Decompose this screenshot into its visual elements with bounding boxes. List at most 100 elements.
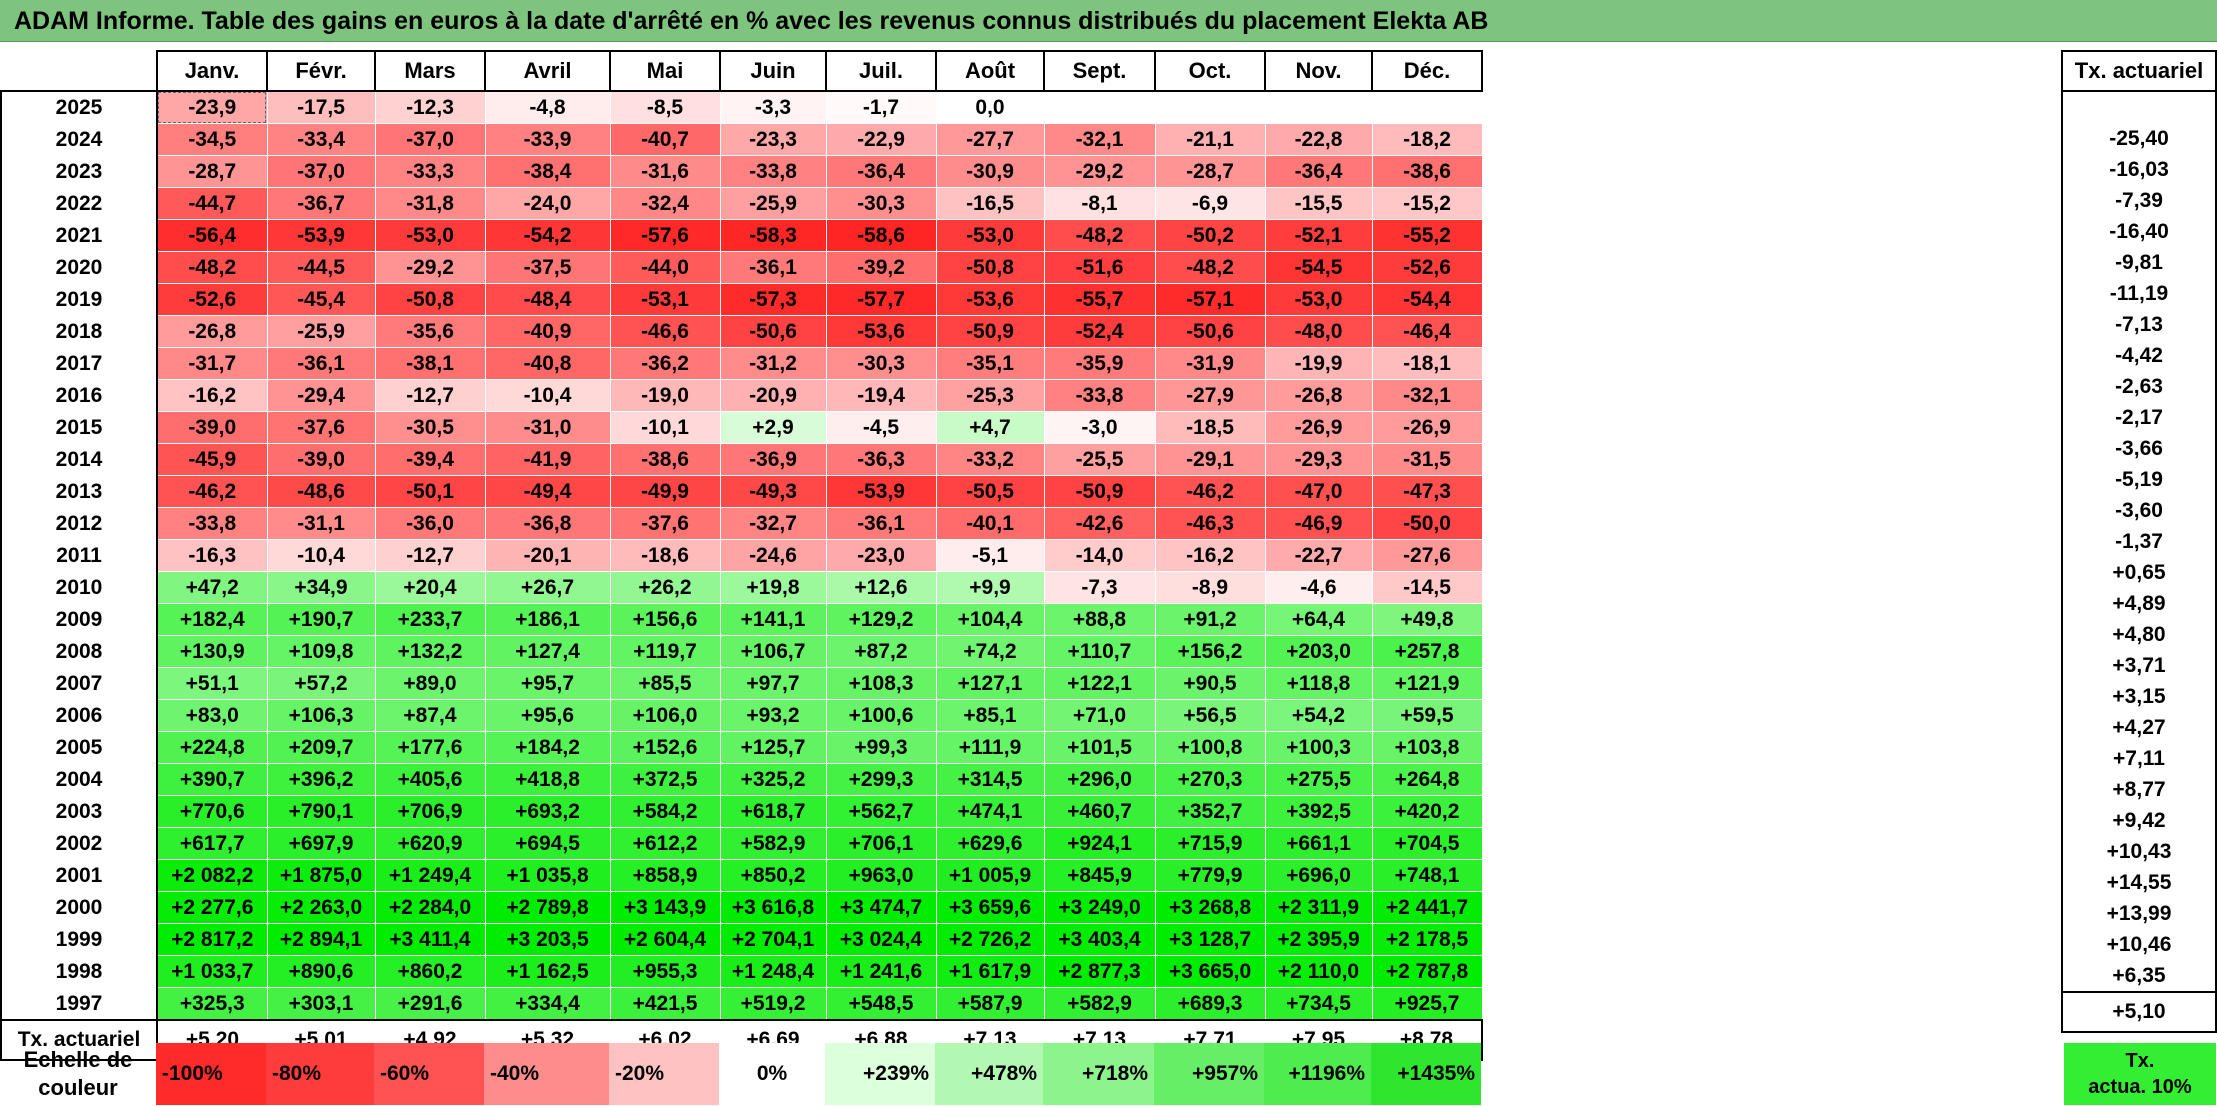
- gain-cell: +390,7: [156, 763, 268, 796]
- year-label: 1998: [0, 955, 158, 988]
- gain-cell: +85,1: [935, 699, 1045, 732]
- color-scale-step: +718%: [1043, 1043, 1154, 1105]
- gain-cell: +303,1: [266, 987, 376, 1021]
- gain-cell: +734,5: [1264, 987, 1373, 1021]
- gain-cell: [1371, 91, 1483, 124]
- gain-cell: -54,5: [1264, 251, 1373, 284]
- gain-cell: -22,8: [1264, 123, 1373, 156]
- table-row: 2020 -48,2 -44,5 -29,2 -37,5 -44,0 -36,1 -39,2-…: [0, 251, 1483, 284]
- gain-cell: +130,9: [156, 635, 268, 668]
- gain-cell: -35,9: [1043, 347, 1156, 380]
- gain-cell: +790,1: [266, 795, 376, 828]
- gain-cell: +127,1: [935, 667, 1045, 700]
- gain-cell: -50,2: [1154, 219, 1266, 252]
- gain-cell: +2 604,4: [609, 923, 721, 956]
- gain-cell: -18,1: [1371, 347, 1483, 380]
- gain-cell: +706,1: [825, 827, 937, 860]
- gain-cell: +103,8: [1371, 731, 1483, 764]
- month-header-8: Août: [935, 50, 1045, 92]
- gain-cell: -33,3: [374, 155, 486, 188]
- gain-cell: +1 617,9: [935, 955, 1045, 988]
- gain-cell: -44,7: [156, 187, 268, 220]
- gain-cell: -50,9: [1043, 475, 1156, 508]
- gain-cell: +2 787,8: [1371, 955, 1483, 988]
- color-scale-step: -40%: [484, 1043, 609, 1105]
- gain-cell: -39,0: [156, 411, 268, 444]
- year-label: 1997: [0, 987, 158, 1021]
- table-row: 2005 +224,8 +209,7 +177,6 +184,2 +152,6 +125,7…: [0, 731, 1483, 764]
- gain-cell: -33,8: [719, 155, 827, 188]
- year-label: 2018: [0, 315, 158, 348]
- gain-cell: -28,7: [156, 155, 268, 188]
- gain-cell: +59,5: [1371, 699, 1483, 732]
- gain-cell: +3 203,5: [484, 923, 611, 956]
- gain-cell: -22,7: [1264, 539, 1373, 572]
- gain-cell: -48,2: [1043, 219, 1156, 252]
- table-row: 2016 -16,2 -29,4 -12,7 -10,4 -19,0 -20,9 -19,4-…: [0, 379, 1483, 412]
- gain-cell: +177,6: [374, 731, 486, 764]
- gain-cell: +858,9: [609, 859, 721, 892]
- table-row: 2015 -39,0 -37,6 -30,5 -31,0 -10,1 +2,9 -4,5 +4,…: [0, 411, 1483, 444]
- gain-cell: +156,2: [1154, 635, 1266, 668]
- gain-cell: -36,7: [266, 187, 376, 220]
- gain-cell: -37,0: [374, 123, 486, 156]
- gain-cell: +19,8: [719, 571, 827, 604]
- year-label: 2019: [0, 283, 158, 316]
- gain-cell: -19,9: [1264, 347, 1373, 380]
- gain-cell: +121,9: [1371, 667, 1483, 700]
- gain-cell: +2 277,6: [156, 891, 268, 924]
- year-label: 2011: [0, 539, 158, 572]
- gain-cell: -8,5: [609, 91, 721, 124]
- month-header-12: Déc.: [1371, 50, 1483, 92]
- gain-cell: -44,0: [609, 251, 721, 284]
- table-row: 2017 -31,7 -36,1 -38,1 -40,8 -36,2 -31,2 -30,3-…: [0, 347, 1483, 380]
- gain-cell: +1 035,8: [484, 859, 611, 892]
- gain-cell: +111,9: [935, 731, 1045, 764]
- actuarial-rate-cell: +0,65: [2061, 557, 2217, 588]
- total-rate-cell: +5,10: [2061, 991, 2217, 1033]
- gain-cell: -26,8: [156, 315, 268, 348]
- gain-cell: -46,2: [156, 475, 268, 508]
- gain-cell: +3 403,4: [1043, 923, 1156, 956]
- gain-cell: +127,4: [484, 635, 611, 668]
- gain-cell: -29,4: [266, 379, 376, 412]
- gain-cell: -48,0: [1264, 315, 1373, 348]
- table-row: 1999 +2 817,2 +2 894,1 +3 411,4 +3 203,5 +2 6…: [0, 923, 1483, 956]
- gain-cell: +89,0: [374, 667, 486, 700]
- gain-cell: +182,4: [156, 603, 268, 636]
- actuarial-rate-cell: -7,39: [2061, 185, 2217, 216]
- gain-cell: -36,1: [266, 347, 376, 380]
- gain-cell: -37,6: [609, 507, 721, 540]
- actuarial-rate-cell: -7,13: [2061, 309, 2217, 340]
- gain-cell: -15,5: [1264, 187, 1373, 220]
- gain-cell: +209,7: [266, 731, 376, 764]
- gain-cell: -56,4: [156, 219, 268, 252]
- gain-cell: -50,6: [719, 315, 827, 348]
- gain-cell: +325,3: [156, 987, 268, 1021]
- gain-cell: -32,4: [609, 187, 721, 220]
- gain-cell: -20,9: [719, 379, 827, 412]
- gain-cell: +99,3: [825, 731, 937, 764]
- gain-cell: -50,5: [935, 475, 1045, 508]
- gain-cell: +1 248,4: [719, 955, 827, 988]
- gain-cell: -18,5: [1154, 411, 1266, 444]
- gain-cell: +106,7: [719, 635, 827, 668]
- gain-cell: -25,5: [1043, 443, 1156, 476]
- gain-cell: -53,9: [825, 475, 937, 508]
- actuarial-rate-cell: -5,19: [2061, 464, 2217, 495]
- gain-cell: -45,4: [266, 283, 376, 316]
- gain-cell: +106,3: [266, 699, 376, 732]
- gain-cell: +74,2: [935, 635, 1045, 668]
- gain-cell: -31,1: [266, 507, 376, 540]
- gain-cell: -39,2: [825, 251, 937, 284]
- table-row: 2000 +2 277,6 +2 263,0 +2 284,0 +2 789,8 +3 1…: [0, 891, 1483, 924]
- gain-cell: -52,1: [1264, 219, 1373, 252]
- gain-cell: -3,0: [1043, 411, 1156, 444]
- actuarial-rate-cell: -16,03: [2061, 154, 2217, 185]
- gain-cell: -23,3: [719, 123, 827, 156]
- gain-cell: -26,8: [1264, 379, 1373, 412]
- gain-cell: -39,4: [374, 443, 486, 476]
- gain-cell: +584,2: [609, 795, 721, 828]
- gain-cell: -49,4: [484, 475, 611, 508]
- gain-cell: -8,9: [1154, 571, 1266, 604]
